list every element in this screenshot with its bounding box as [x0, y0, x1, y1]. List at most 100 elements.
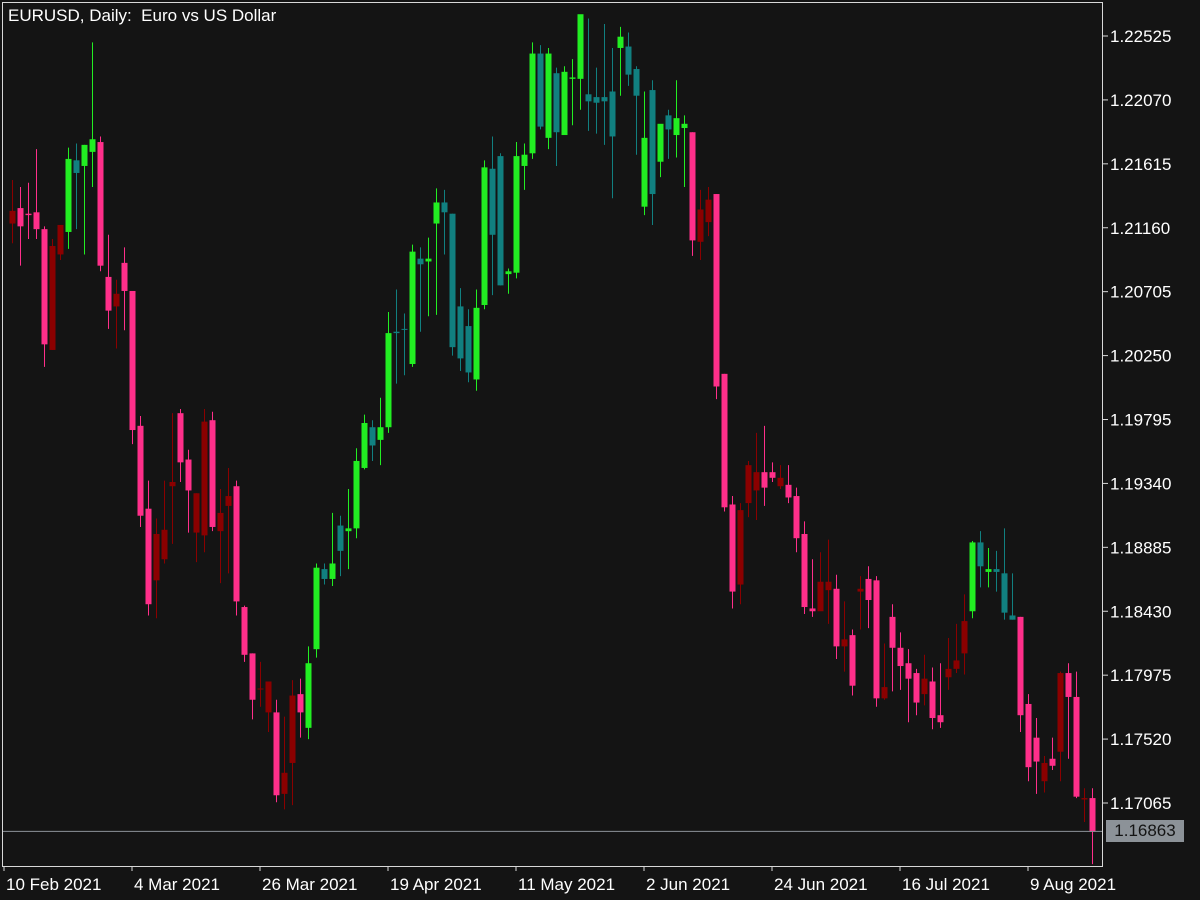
candle-body	[361, 423, 368, 468]
candle-body	[769, 472, 776, 478]
candle	[705, 187, 712, 237]
candle-body	[313, 567, 320, 650]
candle-body	[689, 132, 696, 241]
candle-body	[121, 262, 128, 291]
candle-body	[369, 427, 376, 446]
candle	[129, 290, 136, 445]
candle	[681, 115, 688, 188]
candle	[537, 45, 544, 130]
candle	[481, 160, 488, 310]
candle-body	[497, 156, 504, 286]
candle	[201, 408, 208, 553]
candle	[1041, 755, 1048, 793]
candle	[657, 123, 664, 178]
candle	[849, 629, 856, 696]
candle	[209, 411, 216, 532]
candle-body	[249, 653, 256, 700]
candle	[793, 487, 800, 553]
candle-body	[169, 482, 176, 487]
candle-body	[593, 97, 600, 103]
candle	[65, 147, 72, 249]
candle-body	[393, 331, 400, 334]
candle-body	[841, 639, 848, 647]
candle-body	[961, 621, 968, 654]
candle-body	[601, 97, 608, 102]
candle-body	[905, 663, 912, 679]
candle-body	[977, 542, 984, 567]
candle	[169, 413, 176, 544]
candle-body	[513, 156, 520, 273]
candle	[73, 143, 80, 230]
candle	[1025, 694, 1032, 782]
candle-body	[681, 123, 688, 129]
candle-body	[937, 715, 944, 723]
candle	[353, 448, 360, 539]
candle-body	[425, 258, 432, 262]
candle-body	[953, 660, 960, 669]
candle-body	[337, 525, 344, 551]
candle	[585, 18, 592, 131]
candle	[505, 268, 512, 294]
candle-body	[145, 508, 152, 605]
candle-body	[137, 425, 144, 516]
x-tick-label: 26 Mar 2021	[262, 875, 357, 894]
candle	[929, 667, 936, 730]
y-tick-label: 1.21615	[1110, 155, 1171, 174]
candle	[273, 699, 280, 803]
candle	[177, 408, 184, 483]
candle-body	[585, 94, 592, 102]
candle-body	[177, 413, 184, 463]
candle-body	[873, 580, 880, 699]
candle	[1049, 737, 1056, 770]
candle-body	[281, 772, 288, 794]
candle	[425, 237, 432, 317]
candle-body	[89, 139, 96, 152]
candle-body	[57, 224, 64, 255]
candle	[313, 563, 320, 658]
candle	[489, 136, 496, 296]
candle-body	[49, 246, 56, 350]
candle-body	[745, 465, 752, 504]
candle	[345, 489, 352, 570]
candle	[737, 503, 744, 605]
candle-body	[289, 695, 296, 763]
candle-body	[73, 160, 80, 173]
candle	[225, 467, 232, 574]
candle-body	[441, 202, 448, 213]
candle	[945, 637, 952, 690]
candle-body	[9, 210, 16, 224]
candle	[409, 244, 416, 367]
candle	[985, 548, 992, 588]
candle-body	[721, 373, 728, 508]
candle-body	[697, 209, 704, 242]
candle-body	[1025, 703, 1032, 768]
candle-body	[385, 333, 392, 428]
x-tick-label: 16 Jul 2021	[902, 875, 990, 894]
candle	[729, 496, 736, 609]
candle	[137, 415, 144, 527]
candle	[1065, 663, 1072, 759]
candle-body	[561, 71, 568, 136]
candle	[97, 136, 104, 272]
candle-body	[761, 472, 768, 488]
candle-body	[329, 563, 336, 579]
candle-body	[489, 168, 496, 235]
candle-body	[417, 258, 424, 265]
candle-body	[153, 533, 160, 581]
y-tick-label: 1.17520	[1110, 730, 1171, 749]
candle-body	[25, 213, 32, 216]
candle	[801, 521, 808, 615]
candle	[249, 653, 256, 720]
candle-body	[857, 588, 864, 592]
candle	[257, 661, 264, 707]
candle-body	[33, 212, 40, 230]
candle	[89, 42, 96, 188]
candle-body	[881, 687, 888, 699]
candle-body	[649, 90, 656, 195]
candle-body	[657, 123, 664, 162]
candle	[441, 189, 448, 255]
candle-body	[241, 607, 248, 655]
candle-body	[945, 668, 952, 678]
candle-body	[921, 678, 928, 695]
